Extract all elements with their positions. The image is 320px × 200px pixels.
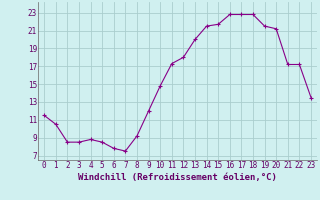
X-axis label: Windchill (Refroidissement éolien,°C): Windchill (Refroidissement éolien,°C) bbox=[78, 173, 277, 182]
